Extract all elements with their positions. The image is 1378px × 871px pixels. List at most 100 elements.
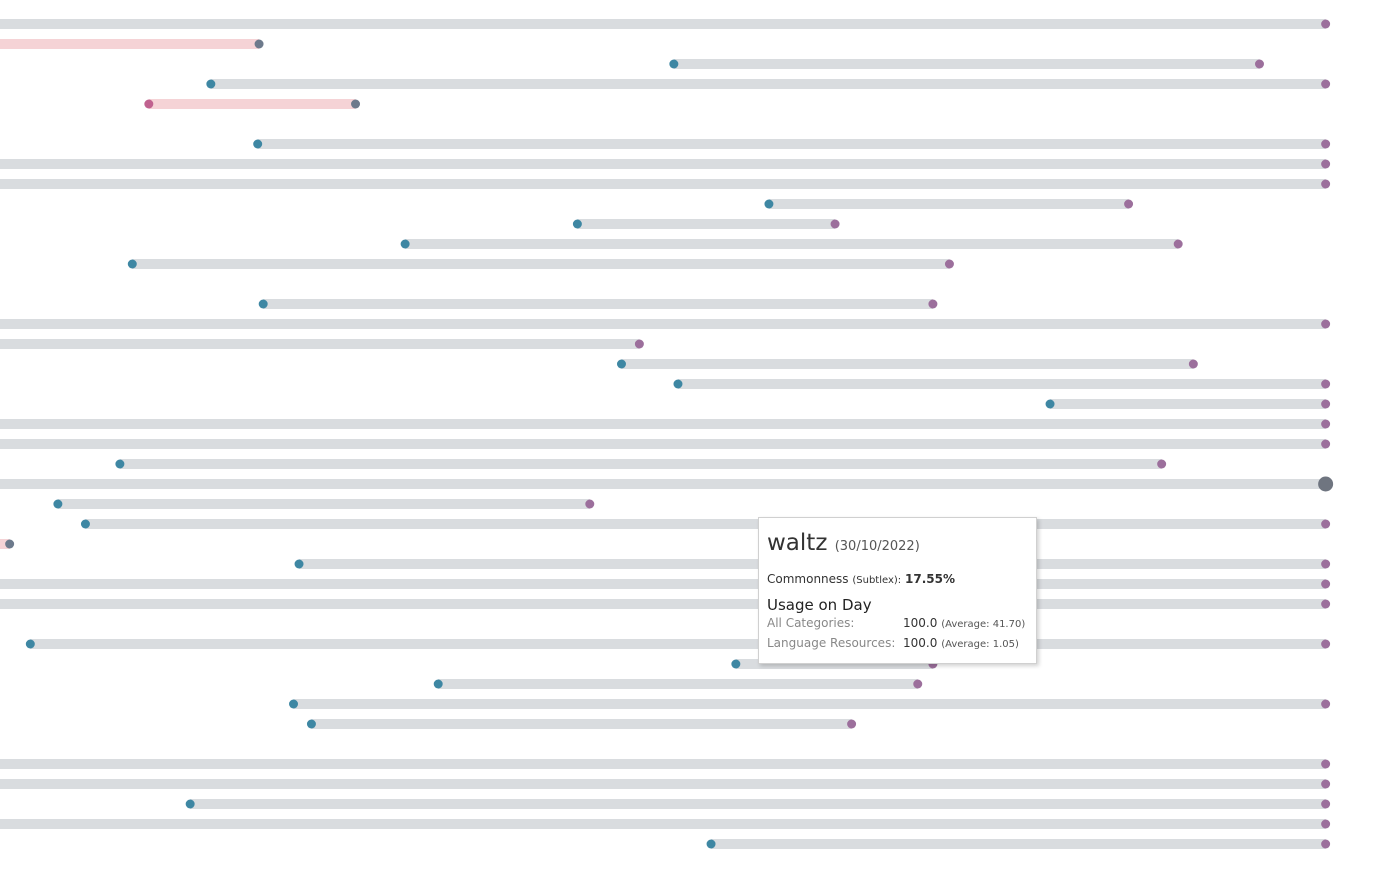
range-track[interactable]: [0, 319, 1326, 329]
range-end-dot[interactable]: [1124, 199, 1134, 209]
range-end-dot[interactable]: [1321, 319, 1331, 329]
range-track[interactable]: [0, 779, 1326, 789]
range-end-dot[interactable]: [351, 99, 361, 109]
range-track[interactable]: [1050, 399, 1326, 409]
range-start-dot[interactable]: [294, 559, 304, 569]
range-start-dot[interactable]: [25, 639, 35, 649]
range-end-dot[interactable]: [1321, 559, 1331, 569]
range-start-dot[interactable]: [53, 499, 63, 509]
range-start-dot[interactable]: [731, 659, 741, 669]
range-track[interactable]: [0, 539, 10, 549]
range-end-dot[interactable]: [1188, 359, 1198, 369]
range-end-dot[interactable]: [913, 679, 923, 689]
range-start-dot[interactable]: [616, 359, 626, 369]
range-track[interactable]: [0, 439, 1326, 449]
usage-row-label: All Categories:: [767, 616, 855, 630]
range-end-dot[interactable]: [1321, 139, 1331, 149]
range-end-dot[interactable]: [1321, 699, 1331, 709]
range-end-dot[interactable]: [1254, 59, 1264, 69]
selected-end-dot[interactable]: [1318, 476, 1334, 492]
range-track[interactable]: [621, 359, 1194, 369]
range-track[interactable]: [0, 179, 1326, 189]
range-track[interactable]: [735, 659, 933, 669]
range-end-dot[interactable]: [585, 499, 595, 509]
range-track[interactable]: [190, 799, 1326, 809]
range-start-dot[interactable]: [764, 199, 774, 209]
range-track[interactable]: [577, 219, 836, 229]
range-track[interactable]: [673, 59, 1260, 69]
range-start-dot[interactable]: [185, 799, 195, 809]
range-track[interactable]: [0, 39, 260, 49]
range-end-dot[interactable]: [830, 219, 840, 229]
range-end-dot[interactable]: [1321, 799, 1331, 809]
range-track[interactable]: [148, 99, 356, 109]
range-track[interactable]: [677, 379, 1326, 389]
range-end-dot[interactable]: [1321, 839, 1331, 849]
range-end-dot[interactable]: [1321, 379, 1331, 389]
range-track[interactable]: [30, 639, 1326, 649]
range-track[interactable]: [711, 839, 1326, 849]
range-end-dot[interactable]: [847, 719, 857, 729]
range-track[interactable]: [0, 599, 1326, 609]
range-end-dot[interactable]: [1321, 79, 1331, 89]
range-track[interactable]: [119, 459, 1162, 469]
range-start-dot[interactable]: [253, 139, 263, 149]
range-track[interactable]: [57, 499, 590, 509]
range-start-dot[interactable]: [144, 99, 154, 109]
range-track[interactable]: [311, 719, 852, 729]
range-end-dot[interactable]: [1321, 519, 1331, 529]
range-track[interactable]: [0, 579, 1326, 589]
range-end-dot[interactable]: [1321, 599, 1331, 609]
range-start-dot[interactable]: [206, 79, 216, 89]
range-end-dot[interactable]: [1157, 459, 1167, 469]
tooltip-word: waltz: [767, 530, 828, 556]
range-track[interactable]: [0, 159, 1326, 169]
range-track[interactable]: [0, 419, 1326, 429]
range-end-dot[interactable]: [928, 299, 938, 309]
range-track[interactable]: [293, 699, 1326, 709]
range-track[interactable]: [132, 259, 950, 269]
range-start-dot[interactable]: [115, 459, 125, 469]
range-end-dot[interactable]: [254, 39, 264, 49]
range-track[interactable]: [768, 199, 1129, 209]
range-end-dot[interactable]: [1321, 579, 1331, 589]
range-track[interactable]: [0, 819, 1326, 829]
range-start-dot[interactable]: [258, 299, 268, 309]
commonness-source: (Subtlex):: [852, 575, 902, 586]
range-track[interactable]: [263, 299, 933, 309]
range-end-dot[interactable]: [1321, 179, 1331, 189]
range-end-dot[interactable]: [1173, 239, 1183, 249]
range-track[interactable]: [405, 239, 1179, 249]
range-start-dot[interactable]: [433, 679, 443, 689]
range-end-dot[interactable]: [1321, 759, 1331, 769]
range-end-dot[interactable]: [1321, 399, 1331, 409]
range-end-dot[interactable]: [1321, 439, 1331, 449]
range-track[interactable]: [0, 759, 1326, 769]
range-start-dot[interactable]: [1045, 399, 1055, 409]
range-end-dot[interactable]: [1321, 419, 1331, 429]
range-end-dot[interactable]: [1321, 779, 1331, 789]
range-end-dot[interactable]: [1321, 159, 1331, 169]
range-track[interactable]: [0, 479, 1326, 489]
range-start-dot[interactable]: [669, 59, 679, 69]
range-end-dot[interactable]: [5, 539, 15, 549]
range-start-dot[interactable]: [572, 219, 582, 229]
range-track[interactable]: [0, 19, 1326, 29]
range-track[interactable]: [0, 339, 640, 349]
range-end-dot[interactable]: [1321, 819, 1331, 829]
range-track[interactable]: [210, 79, 1326, 89]
range-start-dot[interactable]: [706, 839, 716, 849]
range-track[interactable]: [438, 679, 918, 689]
range-end-dot[interactable]: [634, 339, 644, 349]
range-end-dot[interactable]: [1321, 639, 1331, 649]
range-track[interactable]: [85, 519, 1326, 529]
range-start-dot[interactable]: [673, 379, 683, 389]
range-start-dot[interactable]: [80, 519, 90, 529]
range-start-dot[interactable]: [127, 259, 137, 269]
range-start-dot[interactable]: [289, 699, 299, 709]
range-track[interactable]: [257, 139, 1326, 149]
range-end-dot[interactable]: [1321, 19, 1331, 29]
range-start-dot[interactable]: [400, 239, 410, 249]
range-end-dot[interactable]: [944, 259, 954, 269]
range-start-dot[interactable]: [306, 719, 316, 729]
